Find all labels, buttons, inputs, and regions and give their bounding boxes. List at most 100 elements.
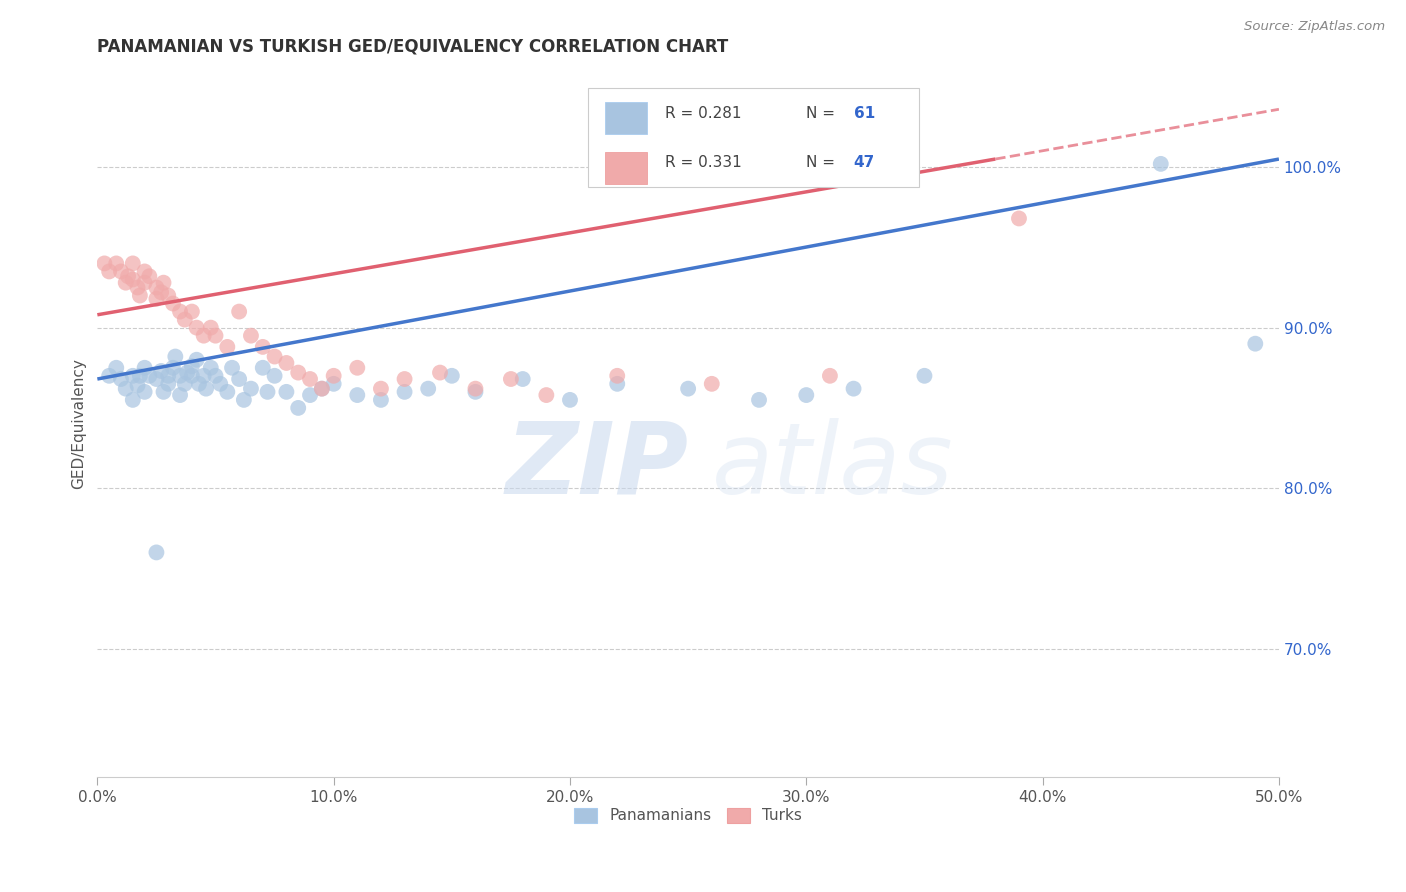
Point: [311, 382, 333, 396]
Point: [536, 388, 558, 402]
Point: [110, 264, 132, 278]
Text: N =: N =: [806, 155, 841, 170]
Point: [152, 384, 174, 399]
Point: [370, 392, 392, 407]
Text: ZIP: ZIP: [505, 417, 688, 515]
Point: [193, 328, 215, 343]
Point: [145, 280, 167, 294]
Text: 47: 47: [853, 155, 875, 170]
Point: [173, 312, 195, 326]
Point: [322, 376, 344, 391]
Point: [346, 388, 368, 402]
Point: [134, 276, 156, 290]
Text: PANAMANIAN VS TURKISH GED/EQUIVALENCY CORRELATION CHART: PANAMANIAN VS TURKISH GED/EQUIVALENCY CO…: [97, 37, 728, 55]
Point: [138, 269, 160, 284]
Point: [1008, 211, 1031, 226]
Point: [794, 388, 817, 402]
Point: [188, 376, 211, 391]
Point: [169, 368, 191, 383]
Point: [98, 264, 121, 278]
Point: [276, 356, 298, 370]
Point: [256, 384, 278, 399]
Point: [217, 340, 239, 354]
Point: [204, 328, 226, 343]
Point: [239, 328, 262, 343]
Point: [200, 320, 222, 334]
Point: [121, 392, 143, 407]
Y-axis label: GED/Equivalency: GED/Equivalency: [72, 359, 86, 490]
Point: [512, 372, 534, 386]
Point: [121, 272, 143, 286]
Point: [209, 376, 232, 391]
FancyBboxPatch shape: [588, 88, 918, 187]
Point: [394, 372, 416, 386]
Point: [232, 392, 254, 407]
Point: [128, 368, 150, 383]
Point: [169, 304, 191, 318]
Point: [98, 368, 121, 383]
Text: 61: 61: [853, 105, 875, 120]
Text: R = 0.281: R = 0.281: [665, 105, 741, 120]
Point: [157, 376, 180, 391]
Point: [217, 384, 239, 399]
Point: [252, 340, 274, 354]
Point: [914, 368, 936, 383]
Point: [322, 368, 344, 383]
Point: [128, 288, 150, 302]
Text: N =: N =: [806, 105, 841, 120]
Point: [145, 292, 167, 306]
Point: [394, 384, 416, 399]
Point: [287, 366, 309, 380]
Point: [464, 382, 486, 396]
Point: [114, 382, 136, 396]
Point: [193, 368, 215, 383]
Point: [204, 368, 226, 383]
Text: atlas: atlas: [711, 417, 953, 515]
Point: [263, 350, 285, 364]
Text: Source: ZipAtlas.com: Source: ZipAtlas.com: [1244, 20, 1385, 33]
Point: [180, 368, 202, 383]
Point: [311, 382, 333, 396]
Point: [150, 285, 173, 300]
Point: [299, 372, 322, 386]
Point: [180, 359, 202, 374]
Point: [676, 382, 699, 396]
Point: [186, 320, 208, 334]
Point: [134, 264, 156, 278]
Point: [842, 382, 865, 396]
Point: [499, 372, 522, 386]
Point: [114, 276, 136, 290]
Point: [818, 368, 841, 383]
Point: [145, 545, 167, 559]
Point: [195, 382, 218, 396]
Point: [239, 382, 262, 396]
Point: [93, 256, 115, 270]
Point: [162, 296, 184, 310]
Point: [173, 376, 195, 391]
Point: [165, 350, 187, 364]
Point: [176, 366, 198, 380]
FancyBboxPatch shape: [606, 152, 647, 184]
Point: [157, 288, 180, 302]
Point: [134, 360, 156, 375]
FancyBboxPatch shape: [606, 103, 647, 135]
Legend: Panamanians, Turks: Panamanians, Turks: [568, 802, 808, 830]
Point: [121, 256, 143, 270]
Point: [157, 368, 180, 383]
Point: [105, 256, 128, 270]
Point: [117, 269, 139, 284]
Point: [558, 392, 581, 407]
Point: [287, 401, 309, 415]
Point: [276, 384, 298, 399]
Point: [152, 276, 174, 290]
Point: [429, 366, 451, 380]
Point: [127, 280, 149, 294]
Point: [299, 388, 322, 402]
Point: [418, 382, 440, 396]
Point: [346, 360, 368, 375]
Point: [134, 384, 156, 399]
Point: [162, 360, 184, 375]
Point: [110, 372, 132, 386]
Point: [464, 384, 486, 399]
Point: [370, 382, 392, 396]
